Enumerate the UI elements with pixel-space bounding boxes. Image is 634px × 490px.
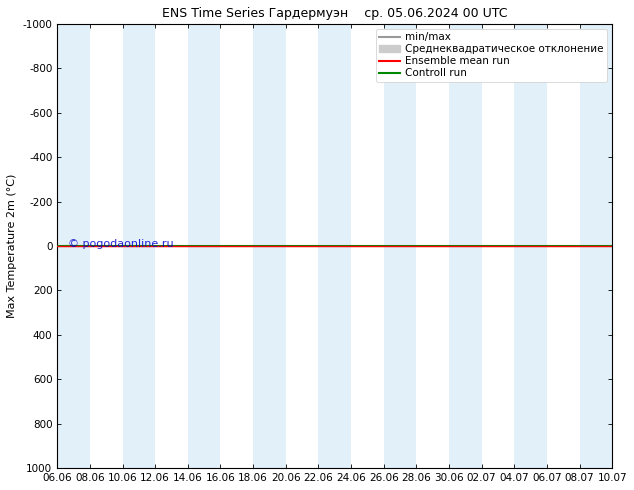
Bar [122, 24, 155, 468]
Y-axis label: Max Temperature 2m (°C): Max Temperature 2m (°C) [7, 174, 17, 318]
Legend: min/max, Среднеквадратическое отклонение, Ensemble mean run, Controll run: min/max, Среднеквадратическое отклонение… [376, 29, 607, 82]
Bar [514, 24, 547, 468]
Bar [188, 24, 221, 468]
Bar [318, 24, 351, 468]
Bar [253, 24, 286, 468]
Title: ENS Time Series Гардермуэн    ср. 05.06.2024 00 UTC: ENS Time Series Гардермуэн ср. 05.06.202… [162, 7, 507, 20]
Bar [384, 24, 417, 468]
Text: © pogodaonline.ru: © pogodaonline.ru [68, 239, 174, 249]
Bar [449, 24, 482, 468]
Bar [579, 24, 612, 468]
Bar [57, 24, 90, 468]
